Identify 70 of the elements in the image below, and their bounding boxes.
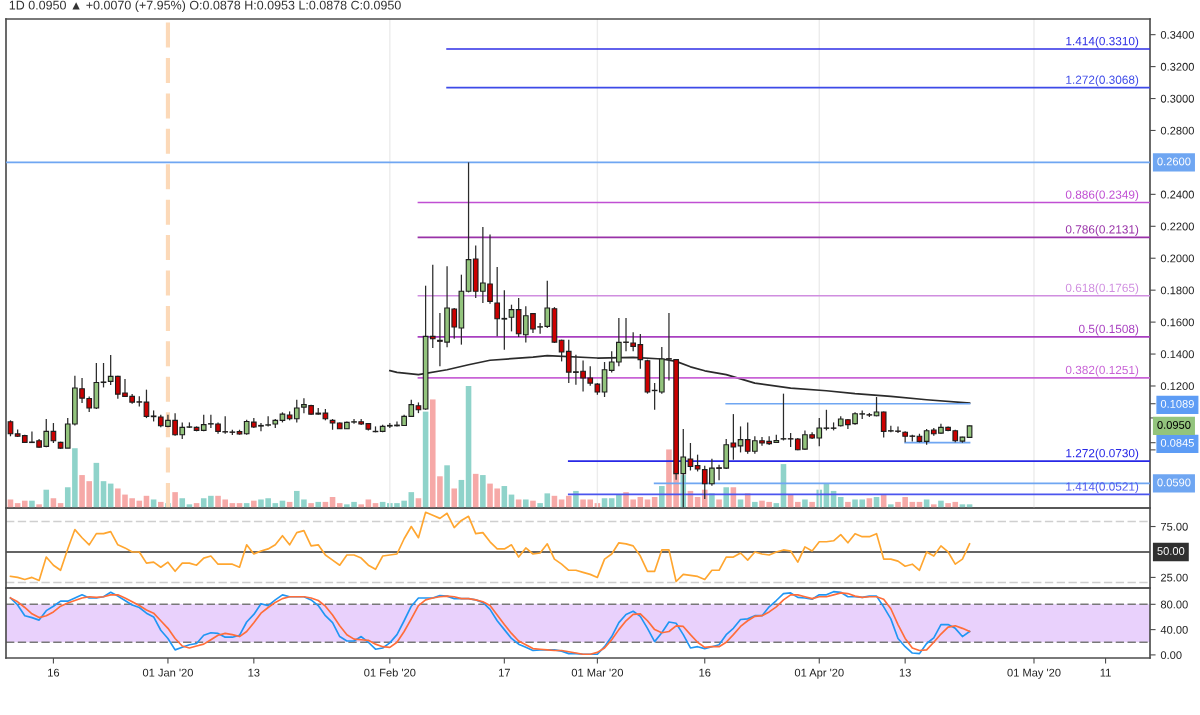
bar (444, 465, 450, 508)
bar (888, 504, 894, 508)
y-tick-label: 0.0845 (1160, 438, 1194, 447)
bar (723, 487, 730, 508)
bar (358, 504, 364, 508)
bar (802, 499, 808, 508)
y-tick-label: 0.2200 (1160, 222, 1194, 231)
candlestick (737, 425, 744, 454)
candlestick (508, 304, 515, 332)
y-tick-label: 0.1600 (1160, 318, 1194, 327)
x-tick-label: 16 (48, 668, 60, 677)
y-tick-label: 0.1800 (1160, 286, 1194, 295)
bar (930, 504, 937, 508)
y-tick-label: 0.00 (1160, 651, 1182, 660)
y-tick-label: 0.1200 (1160, 382, 1194, 391)
y-tick-label: 75.00 (1160, 522, 1188, 531)
line-series (9, 511, 971, 583)
x-tick-label: 16 (699, 668, 711, 677)
x-tick-label: 01 May '20 (1007, 668, 1061, 679)
bar (523, 499, 529, 508)
bar (43, 489, 50, 508)
series-label: 1.272(0.0730) (1066, 448, 1139, 460)
y-tick-label: 0.2000 (1160, 254, 1194, 263)
x-tick-label: 01 Feb '20 (364, 668, 416, 677)
series-label: 1.414(0.0521) (1066, 482, 1139, 494)
bar (616, 494, 622, 508)
x-tick-label: 11 (1100, 668, 1111, 677)
candlestick (100, 362, 107, 389)
data-label: 0.0590 (1157, 478, 1191, 487)
y-tick-label: 0.2800 (1160, 126, 1194, 135)
y-tick-label: 0.1400 (1160, 350, 1194, 359)
candlestick (143, 389, 150, 419)
x-tick-label: 17 (499, 668, 510, 677)
bar (36, 504, 42, 508)
series-label: 1.414(0.3310) (1066, 36, 1139, 48)
y-tick-label: 0.3400 (1160, 30, 1194, 39)
bar (716, 499, 722, 508)
x-tick-label: 13 (899, 668, 911, 677)
text: 0.0950 (1157, 421, 1191, 429)
y-tick-label: 0.3200 (1160, 62, 1194, 71)
bar (179, 498, 186, 508)
series-label: 0.886(0.2349) (1065, 190, 1139, 202)
bar (709, 493, 715, 508)
bar (480, 475, 486, 508)
series-label: 0.786(0.2131) (1065, 224, 1139, 236)
x-tick-label: 01 Apr '20 (794, 668, 844, 679)
x-tick-label: 13 (248, 668, 260, 677)
y-tick-label: 80.00 (1160, 600, 1188, 609)
bar (837, 497, 844, 508)
series-label: 0.5(0.1508) (1078, 324, 1139, 336)
y-tick-label: 40.00 (1160, 625, 1188, 634)
ref-line-label: 50.00 (1157, 547, 1185, 555)
bar (573, 490, 579, 508)
candlestick (780, 393, 787, 442)
chart-title: 1D 0.0950 ▲ +0.0070 (+7.95%) O:0.0878 H:0.0953 L:0.0878 C:0.0950 (9, 0, 401, 13)
series-label: 1.272(0.3068) (1066, 75, 1139, 87)
y-tick-label: 0.1089 (1160, 399, 1194, 408)
x-tick-label: 01 Jan '20 (142, 668, 193, 677)
y-tick-label: 0.3000 (1160, 94, 1194, 103)
candlestick (601, 361, 608, 398)
x-tick-label: 01 Mar '20 (571, 668, 624, 677)
data-label: 0.2600 (1157, 157, 1191, 166)
series-label: 0.382(0.1251) (1065, 365, 1139, 377)
bar (451, 488, 458, 508)
bar (172, 492, 178, 508)
series-label: 0.618(0.1765) (1065, 283, 1139, 295)
y-tick-label: 0.2400 (1160, 190, 1194, 199)
y-tick-label: 25.00 (1160, 573, 1188, 582)
bar (659, 486, 665, 508)
bar (565, 495, 572, 508)
